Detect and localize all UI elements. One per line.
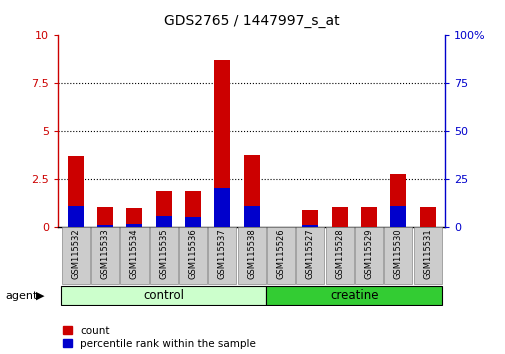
Bar bbox=[243, 206, 259, 227]
Bar bbox=[156, 191, 172, 227]
Text: GSM115529: GSM115529 bbox=[364, 228, 373, 279]
Bar bbox=[126, 224, 142, 227]
Text: GDS2765 / 1447997_s_at: GDS2765 / 1447997_s_at bbox=[164, 14, 339, 28]
Bar bbox=[185, 191, 201, 227]
Text: GSM115531: GSM115531 bbox=[422, 228, 431, 279]
Bar bbox=[68, 206, 84, 227]
FancyBboxPatch shape bbox=[266, 286, 441, 305]
Text: GSM115532: GSM115532 bbox=[71, 228, 80, 279]
Text: GSM115530: GSM115530 bbox=[393, 228, 402, 279]
Bar bbox=[68, 156, 84, 227]
FancyBboxPatch shape bbox=[383, 227, 412, 284]
Bar bbox=[243, 155, 259, 227]
Bar bbox=[389, 206, 406, 227]
Bar bbox=[214, 60, 230, 227]
Text: control: control bbox=[143, 289, 184, 302]
FancyBboxPatch shape bbox=[208, 227, 236, 284]
Bar bbox=[301, 225, 318, 227]
Bar bbox=[331, 207, 347, 227]
Text: GSM115533: GSM115533 bbox=[100, 228, 110, 279]
Bar bbox=[126, 209, 142, 227]
Bar bbox=[97, 207, 113, 227]
Bar bbox=[97, 225, 113, 227]
Text: agent: agent bbox=[5, 291, 37, 301]
FancyBboxPatch shape bbox=[237, 227, 265, 284]
Bar bbox=[156, 216, 172, 227]
Bar bbox=[419, 207, 435, 227]
FancyBboxPatch shape bbox=[62, 227, 90, 284]
Text: GSM115537: GSM115537 bbox=[218, 228, 226, 279]
FancyBboxPatch shape bbox=[413, 227, 441, 284]
Legend: count, percentile rank within the sample: count, percentile rank within the sample bbox=[63, 326, 256, 349]
FancyBboxPatch shape bbox=[61, 286, 266, 305]
Text: creatine: creatine bbox=[329, 289, 378, 302]
FancyBboxPatch shape bbox=[91, 227, 119, 284]
Text: GSM115527: GSM115527 bbox=[306, 228, 314, 279]
FancyBboxPatch shape bbox=[179, 227, 207, 284]
Text: GSM115538: GSM115538 bbox=[247, 228, 256, 279]
FancyBboxPatch shape bbox=[355, 227, 382, 284]
Text: GSM115528: GSM115528 bbox=[334, 228, 343, 279]
Text: GSM115535: GSM115535 bbox=[159, 228, 168, 279]
Text: GSM115526: GSM115526 bbox=[276, 228, 285, 279]
Bar bbox=[301, 210, 318, 227]
Bar bbox=[360, 207, 376, 227]
FancyBboxPatch shape bbox=[120, 227, 148, 284]
FancyBboxPatch shape bbox=[267, 227, 294, 284]
Bar bbox=[214, 188, 230, 227]
FancyBboxPatch shape bbox=[149, 227, 177, 284]
Bar bbox=[389, 174, 406, 227]
FancyBboxPatch shape bbox=[296, 227, 324, 284]
Text: ▶: ▶ bbox=[36, 291, 45, 301]
Text: GSM115534: GSM115534 bbox=[130, 228, 139, 279]
FancyBboxPatch shape bbox=[325, 227, 353, 284]
Text: GSM115536: GSM115536 bbox=[188, 228, 197, 279]
Bar bbox=[185, 217, 201, 227]
